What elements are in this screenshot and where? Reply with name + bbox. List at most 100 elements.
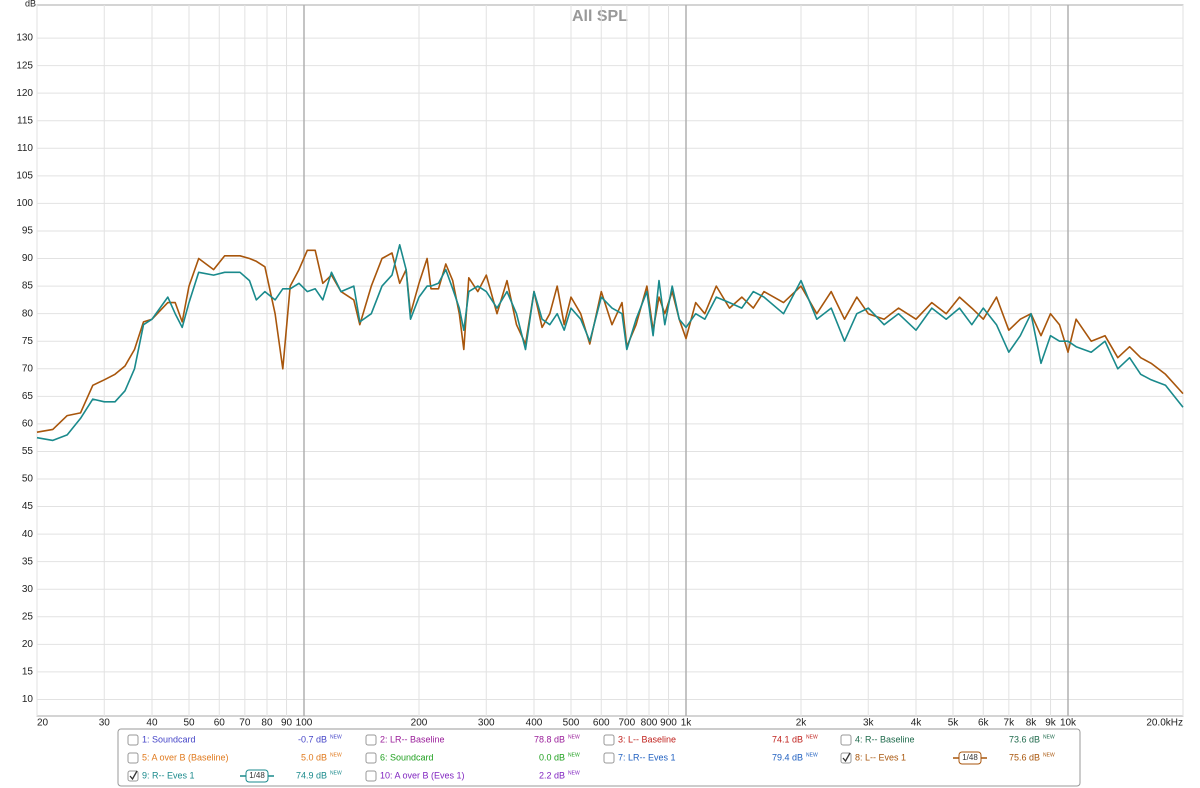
smoothing-badge[interactable] (245, 769, 269, 783)
legend-name[interactable]: 10: A over B (Eves 1) (380, 770, 465, 780)
legend-name[interactable]: 8: L-- Eves 1 (855, 752, 906, 762)
checkbox[interactable] (127, 752, 139, 764)
y-tick-label: 65 (22, 391, 34, 402)
legend-name[interactable]: 7: LR-- Eves 1 (618, 752, 676, 762)
legend-tag: NEW (568, 770, 580, 776)
y-tick-label: 125 (16, 60, 33, 71)
chart-title: All SPL (572, 8, 628, 25)
x-tick-label: 9k (1045, 718, 1057, 729)
x-tick-label: 1k (681, 718, 693, 729)
x-tick-label: 800 (641, 718, 658, 729)
y-tick-label: 60 (22, 419, 34, 430)
x-tick-label: 500 (563, 718, 580, 729)
smoothing-label: 1/48 (962, 753, 978, 762)
legend-level: 74.9 dB (296, 770, 327, 780)
legend-name[interactable]: 3: L-- Baseline (618, 734, 676, 744)
smoothing-badge[interactable] (958, 751, 982, 765)
x-tick-label: 8k (1026, 718, 1038, 729)
legend-name[interactable]: 4: R-- Baseline (855, 734, 915, 744)
legend-level: 79.4 dB (772, 752, 803, 762)
x-tick-label: 20 (37, 718, 49, 729)
x-tick-label: 10k (1060, 718, 1077, 729)
legend-level: 0.0 dB (539, 752, 565, 762)
legend-level: -0.7 dB (298, 734, 327, 744)
y-tick-label: 105 (16, 171, 33, 182)
y-tick-label: 10 (22, 694, 34, 705)
checkbox[interactable] (365, 770, 377, 782)
smoothing-label: 1/48 (249, 771, 265, 780)
x-tick-label: 40 (146, 718, 158, 729)
legend-tag: NEW (568, 752, 580, 758)
y-tick-label: 25 (22, 611, 34, 622)
checkbox[interactable] (127, 734, 139, 746)
legend-tag: NEW (806, 734, 818, 740)
legend-tag: NEW (330, 770, 342, 776)
legend-panel (117, 728, 1081, 787)
x-tick-label: 600 (593, 718, 610, 729)
x-tick-label: 20.0kHz (1146, 718, 1183, 729)
legend-tag: NEW (330, 752, 342, 758)
checkbox[interactable] (365, 734, 377, 746)
legend-name[interactable]: 6: Soundcard (380, 752, 434, 762)
y-tick-label: 130 (16, 33, 33, 44)
checkmark (842, 752, 851, 763)
x-tick-label: 200 (411, 718, 428, 729)
x-tick-label: 100 (296, 718, 313, 729)
legend-level: 2.2 dB (539, 770, 565, 780)
checkmark (129, 770, 138, 781)
x-tick-label: 50 (183, 718, 195, 729)
y-tick-label: 120 (16, 88, 33, 99)
y-tick-label: 95 (22, 226, 34, 237)
y-tick-label: 100 (16, 198, 33, 209)
legend-tag: NEW (1043, 734, 1055, 740)
y-tick-label: 50 (22, 474, 34, 485)
x-tick-label: 3k (863, 718, 875, 729)
x-tick-label: 400 (526, 718, 543, 729)
y-tick-label: 45 (22, 501, 34, 512)
legend-tag: NEW (806, 752, 818, 758)
y-tick-label: 30 (22, 584, 34, 595)
checkbox[interactable] (365, 752, 377, 764)
legend-level: 73.6 dB (1009, 734, 1040, 744)
y-tick-label: 15 (22, 667, 34, 678)
spl-curve (36, 244, 1184, 442)
x-tick-label: 5k (948, 718, 960, 729)
legend-tag: NEW (330, 734, 342, 740)
y-tick-label: 90 (22, 253, 34, 264)
legend-name[interactable]: 9: R-- Eves 1 (142, 770, 195, 780)
legend-level: 75.6 dB (1009, 752, 1040, 762)
x-tick-label: 60 (214, 718, 226, 729)
checkbox[interactable] (603, 752, 615, 764)
y-tick-label: 75 (22, 336, 34, 347)
legend-name[interactable]: 1: Soundcard (142, 734, 196, 744)
y-tick-label: 115 (17, 115, 33, 126)
legend-tag: NEW (568, 734, 580, 740)
x-tick-label: 80 (261, 718, 273, 729)
y-axis-label: dB (25, 0, 36, 8)
y-tick-label: 35 (22, 556, 34, 567)
legend-tag: NEW (1043, 752, 1055, 758)
x-tick-label: 7k (1004, 718, 1016, 729)
spl-curve (36, 249, 1184, 433)
x-tick-label: 2k (796, 718, 808, 729)
x-tick-label: 6k (978, 718, 990, 729)
checkbox[interactable] (840, 734, 852, 746)
legend-name[interactable]: 2: LR-- Baseline (380, 734, 445, 744)
y-tick-label: 70 (22, 363, 34, 374)
y-tick-label: 40 (22, 529, 34, 540)
legend-level: 74.1 dB (772, 734, 803, 744)
legend-level: 78.8 dB (534, 734, 565, 744)
x-tick-label: 700 (618, 718, 635, 729)
plot-area (36, 4, 1184, 717)
x-tick-label: 70 (239, 718, 251, 729)
x-tick-label: 4k (911, 718, 923, 729)
x-tick-label: 90 (281, 718, 293, 729)
legend-name[interactable]: 5: A over B (Baseline) (142, 752, 229, 762)
y-tick-label: 85 (22, 281, 34, 292)
legend-level: 5.0 dB (301, 752, 327, 762)
checkbox[interactable] (603, 734, 615, 746)
y-tick-label: 55 (22, 446, 34, 457)
x-tick-label: 300 (478, 718, 495, 729)
y-tick-label: 110 (17, 143, 33, 154)
x-tick-label: 900 (660, 718, 677, 729)
